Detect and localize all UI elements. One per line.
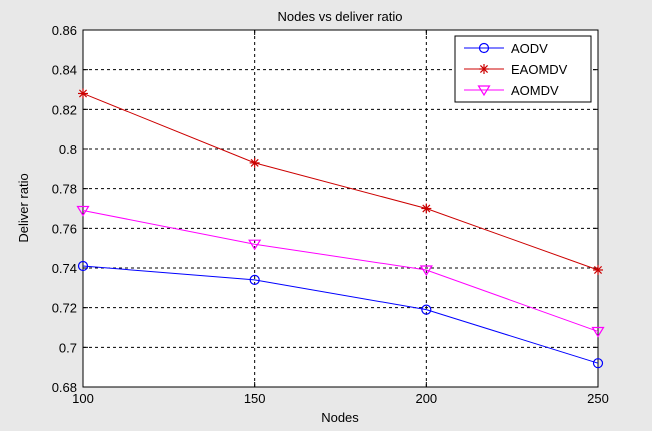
y-tick-label: 0.76 [52, 221, 77, 236]
legend: AODV EAOMDV AOMDV [455, 36, 591, 102]
data-point-eaomdv [593, 265, 603, 275]
chart-title: Nodes vs deliver ratio [278, 9, 403, 24]
x-tick-label: 150 [244, 391, 266, 406]
y-axis-label: Deliver ratio [16, 173, 31, 242]
legend-label-eaomdv: EAOMDV [511, 62, 568, 77]
x-tick-label: 100 [72, 391, 94, 406]
y-tick-label: 0.74 [52, 261, 77, 276]
y-tick-label: 0.84 [52, 63, 77, 78]
x-axis-label: Nodes [321, 410, 359, 425]
legend-label-aodv: AODV [511, 41, 548, 56]
y-tick-label: 0.86 [52, 23, 77, 38]
legend-label-aomdv: AOMDV [511, 83, 559, 98]
y-tick-label: 0.78 [52, 182, 77, 197]
data-point-eaomdv [78, 88, 88, 98]
x-tick-label: 200 [415, 391, 437, 406]
data-point-eaomdv [250, 158, 260, 168]
data-point-eaomdv [421, 204, 431, 214]
legend-marker-eaomdv [479, 64, 489, 74]
y-tick-label: 0.72 [52, 301, 77, 316]
x-tick-label: 250 [587, 391, 609, 406]
y-tick-label: 0.8 [59, 142, 77, 157]
y-tick-label: 0.7 [59, 340, 77, 355]
y-tick-label: 0.82 [52, 102, 77, 117]
